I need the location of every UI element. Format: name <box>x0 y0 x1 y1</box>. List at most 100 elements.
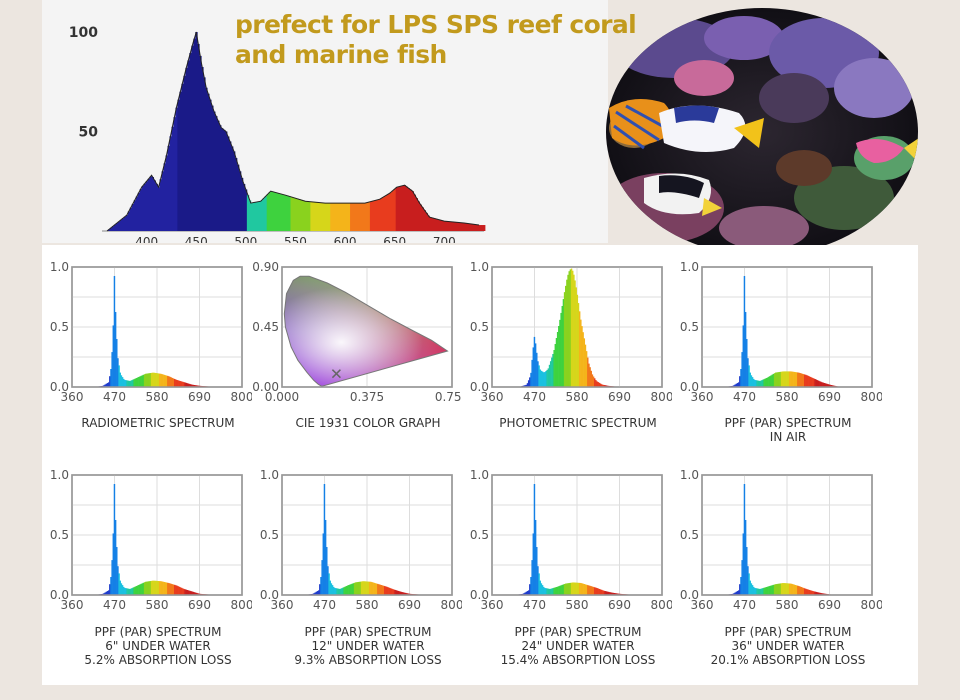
main-spectrum-slice <box>147 178 151 231</box>
spectrum-slice <box>592 376 595 387</box>
spectrum-slice <box>576 582 579 595</box>
spectrum-slice <box>757 588 760 595</box>
y-tick-label: 0.0 <box>680 588 699 602</box>
spectrum-slice <box>114 312 117 387</box>
y-tick-label: 0.5 <box>680 320 699 334</box>
caption-line: 24" UNDER WATER <box>521 639 635 653</box>
spectrum-slice <box>552 588 554 595</box>
caption-line: 36" UNDER WATER <box>731 639 845 653</box>
main-spectrum-slice <box>294 198 297 231</box>
spectrum-slice <box>598 382 601 387</box>
spectrum-slice <box>189 590 191 595</box>
spectrum-slice <box>747 358 749 387</box>
spectrum-slice <box>155 580 157 595</box>
spectrum-slice <box>119 580 121 595</box>
spectrum-slice <box>348 585 350 595</box>
spectrum-slice <box>337 588 340 595</box>
caption-line: 6" UNDER WATER <box>105 639 211 653</box>
main-spectrum-slice <box>354 203 357 231</box>
x-tick-label: 360 <box>691 390 714 404</box>
spectrum-slice <box>123 378 125 387</box>
spectrum-slice <box>360 581 363 595</box>
spectrum-slice <box>736 591 739 595</box>
main-spectrum-slice <box>157 187 160 231</box>
spectrum-slice <box>524 385 526 387</box>
spectrum-slice <box>798 586 800 595</box>
spectrum-slice <box>583 338 586 387</box>
spectrum-slice <box>125 588 127 595</box>
spectrum-slice <box>353 582 356 595</box>
x-tick-label: 0.375 <box>350 390 384 404</box>
main-spectrum-slice <box>375 199 379 231</box>
spectrum-slice <box>138 584 140 595</box>
spectrum-slice <box>560 585 562 595</box>
x-tick-label: 800 <box>861 598 882 612</box>
spectrum-slice <box>116 339 118 387</box>
spectrum-slice <box>563 292 566 387</box>
spectrum-slice <box>771 585 774 595</box>
main-spectrum-slice <box>393 188 397 231</box>
x-tick-label: 360 <box>481 390 504 404</box>
spectrum-slice <box>596 588 598 595</box>
spectrum-slice <box>194 385 197 387</box>
spectrum-slice <box>540 370 543 387</box>
spectrum-slice <box>145 373 147 387</box>
spectrum-slice <box>386 586 388 595</box>
spectrum-slice <box>406 593 408 595</box>
spectrum-slice <box>560 312 562 387</box>
y-tick-label: 0.0 <box>50 380 69 394</box>
spectrum-slice <box>808 376 811 387</box>
spectrum-slice <box>797 585 799 595</box>
spectrum-slice <box>742 325 745 387</box>
spectrum-slice <box>759 380 762 387</box>
spectrum-slice <box>117 358 119 387</box>
spectrum-slice <box>794 584 797 595</box>
caption-ppf-36in: PPF (PAR) SPECTRUM 36" UNDER WATER 20.1%… <box>683 625 893 667</box>
caption-ppf-24in: PPF (PAR) SPECTRUM 24" UNDER WATER 15.4%… <box>473 625 683 667</box>
main-spectrum-slice <box>205 87 208 231</box>
spectrum-slice <box>594 378 596 387</box>
spectrum-slice <box>570 268 573 387</box>
spectrum-slice <box>792 371 794 387</box>
main-spectrum-slice <box>419 204 422 231</box>
main-spectrum-slice <box>236 164 240 231</box>
main-spectrum-slice <box>127 211 131 231</box>
spectrum-slice <box>764 378 767 387</box>
main-spectrum-slice <box>151 176 154 231</box>
main-spectrum-slice <box>246 194 250 231</box>
spectrum-slice <box>758 588 761 595</box>
spectrum-slice <box>107 590 110 595</box>
x-tick-label: 470 <box>733 390 756 404</box>
spectrum-slice <box>531 359 533 387</box>
spectrum-slice <box>147 373 149 387</box>
spectrum-slice <box>814 379 816 387</box>
main-spectrum-slice <box>195 32 198 231</box>
spectrum-slice <box>781 371 784 387</box>
main-spectrum-slice <box>159 179 162 231</box>
main-spectrum-slice <box>403 185 407 231</box>
caption-line: 15.4% ABSORPTION LOSS <box>500 653 656 667</box>
spectrum-slice <box>371 582 373 595</box>
spectrum-slice <box>562 584 565 595</box>
spectrum-slice <box>172 378 175 387</box>
y-tick-label: 0.5 <box>470 320 489 334</box>
main-spectrum-slice <box>413 194 416 231</box>
spectrum-slice <box>392 589 394 595</box>
spectrum-slice <box>139 584 141 595</box>
main-spectrum-slice <box>344 203 347 231</box>
spectrum-slice <box>138 376 140 387</box>
spectrum-slice <box>823 382 826 387</box>
spectrum-slice <box>177 586 179 595</box>
spectrum-slice <box>603 384 605 387</box>
spectrum-slice <box>750 375 753 387</box>
spectrum-slice <box>595 380 597 387</box>
spectrum-slice <box>816 592 819 595</box>
x-tick-label: 690 <box>398 598 421 612</box>
spectrum-slice <box>585 351 588 387</box>
x-tick-label: 690 <box>188 390 211 404</box>
spectrum-slice <box>124 379 126 387</box>
x-tick-label: 470 <box>523 390 546 404</box>
x-tick-label: 580 <box>566 598 589 612</box>
y-tick-label: 1.0 <box>50 468 69 482</box>
spectrum-slice <box>804 374 806 387</box>
